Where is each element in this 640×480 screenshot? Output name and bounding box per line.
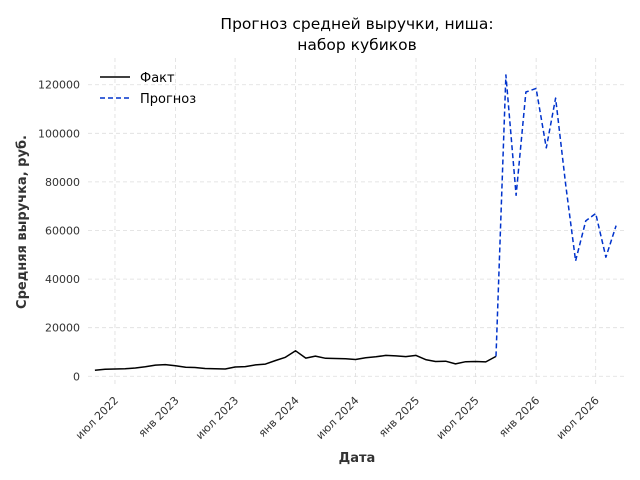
series-line-forecast <box>495 74 617 357</box>
x-tick-label: июл 2023 <box>193 394 241 442</box>
y-tick-label: 0 <box>73 370 80 383</box>
y-tick-label: 120000 <box>38 79 80 92</box>
x-tick-label: янв 2024 <box>256 394 302 440</box>
x-tick-label: июл 2022 <box>73 394 121 442</box>
x-tick-label: июл 2026 <box>554 394 602 442</box>
x-tick-label: янв 2026 <box>496 394 542 440</box>
chart-title-line-1: Прогноз средней выручки, ниша: <box>220 15 493 33</box>
y-tick-label: 40000 <box>45 273 80 286</box>
y-axis-ticks: 0 20000 40000 60000 80000 100000 120000 <box>38 79 80 384</box>
x-tick-label: июл 2024 <box>314 394 362 442</box>
legend-label-fact: Факт <box>140 71 175 86</box>
series-lines <box>94 74 617 371</box>
y-tick-label: 100000 <box>38 127 80 140</box>
grid <box>88 58 624 386</box>
series-line-fact <box>94 350 497 371</box>
y-tick-label: 20000 <box>45 322 80 335</box>
legend-label-forecast: Прогноз <box>140 92 196 107</box>
x-tick-label: янв 2025 <box>376 394 422 440</box>
x-axis-ticks: июл 2022 янв 2023 июл 2023 янв 2024 июл 2024… <box>73 394 602 442</box>
chart-title-line-2: набор кубиков <box>297 36 417 54</box>
y-tick-label: 80000 <box>45 176 80 189</box>
x-axis-label: Дата <box>339 451 376 466</box>
y-axis-label: Средняя выручка, руб. <box>15 135 30 309</box>
x-tick-label: июл 2025 <box>434 394 482 442</box>
y-tick-label: 60000 <box>45 225 80 238</box>
legend: Факт Прогноз <box>100 71 196 107</box>
x-tick-label: янв 2023 <box>136 394 182 440</box>
